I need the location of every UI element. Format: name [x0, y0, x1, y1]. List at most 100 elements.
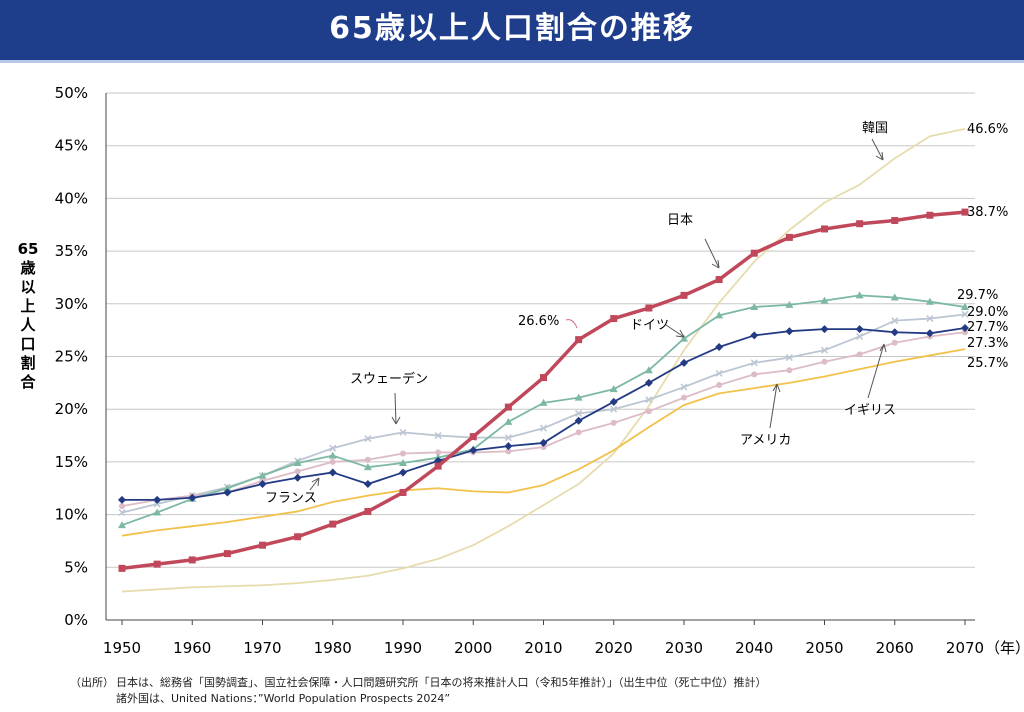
data-point — [118, 508, 126, 517]
germany-label: ドイツ — [630, 318, 669, 333]
series-フランス — [118, 324, 969, 504]
france-label: フランス — [265, 491, 317, 506]
data-point — [926, 211, 934, 219]
page-title: 65歳以上人口割合の推移 — [329, 11, 695, 46]
data-point — [294, 468, 301, 475]
data-point — [855, 325, 864, 334]
data-point — [539, 424, 548, 432]
data-point — [715, 276, 723, 284]
data-point — [153, 508, 162, 516]
data-point — [504, 403, 512, 411]
x-tick-label: 1980 — [314, 639, 352, 657]
data-point — [223, 488, 232, 497]
data-point — [610, 315, 618, 323]
y-axis-label: 65歳以上人口割合 — [17, 240, 39, 391]
end-value-us: 25.7% — [967, 356, 1008, 371]
data-point — [118, 495, 126, 504]
data-point — [856, 332, 864, 341]
x-tick-label: 2050 — [805, 639, 843, 657]
y-tick-label: 30% — [55, 295, 88, 313]
data-point — [505, 448, 512, 455]
data-point — [645, 408, 652, 415]
data-point — [399, 428, 407, 436]
data-point — [680, 358, 688, 367]
x-tick-label: 2040 — [735, 639, 773, 657]
end-value-korea: 46.6% — [967, 122, 1008, 137]
data-point — [821, 358, 828, 365]
data-point — [364, 507, 372, 515]
japan-arrowhead — [711, 259, 720, 269]
data-point — [399, 468, 407, 477]
data-point — [891, 317, 899, 325]
data-point — [363, 463, 372, 471]
x-tick-label: 2000 — [454, 639, 492, 657]
title-banner-stripe — [0, 60, 1024, 63]
data-point — [961, 302, 969, 310]
data-point — [891, 217, 899, 225]
data-point — [364, 456, 371, 463]
source-label: （出所） — [70, 676, 114, 689]
data-point — [118, 521, 126, 529]
data-point — [574, 393, 583, 401]
data-point — [540, 374, 547, 382]
series-line — [122, 327, 966, 501]
data-point — [856, 220, 864, 228]
korea-label: 韓国 — [862, 121, 888, 136]
japan-label: 日本 — [667, 213, 693, 228]
data-point — [750, 302, 759, 310]
data-point — [329, 520, 337, 528]
series-アメリカ — [121, 348, 966, 537]
y-tick-label: 40% — [55, 189, 88, 207]
data-point — [609, 397, 618, 406]
series-group — [118, 127, 969, 593]
data-point — [118, 564, 126, 572]
series-line — [121, 313, 966, 514]
y-tick-label: 5% — [64, 558, 88, 576]
data-point — [575, 429, 582, 436]
data-point — [644, 366, 653, 374]
title-banner — [0, 0, 1024, 62]
data-point — [750, 331, 759, 340]
korea-arrow — [871, 138, 884, 161]
data-point — [223, 484, 232, 492]
data-point — [258, 471, 267, 479]
data-point — [364, 435, 372, 443]
data-point — [680, 334, 688, 342]
germany-arrow — [665, 324, 685, 338]
data-point — [575, 409, 583, 417]
data-point — [119, 503, 125, 510]
data-point — [575, 336, 583, 344]
data-point — [469, 446, 478, 455]
data-point — [891, 339, 898, 346]
data-point — [153, 560, 161, 568]
data-point — [961, 324, 969, 333]
data-point — [681, 394, 687, 401]
data-point — [751, 371, 758, 378]
data-point — [540, 444, 547, 451]
korea-arrowhead — [875, 151, 884, 161]
data-point — [153, 495, 162, 504]
data-point — [715, 311, 724, 319]
y-tick-label: 35% — [55, 242, 88, 260]
end-value-japan: 38.7% — [967, 205, 1008, 220]
sweden-arrowhead — [391, 416, 401, 425]
data-point — [785, 354, 793, 362]
data-point — [961, 310, 969, 318]
data-point — [645, 396, 653, 404]
data-point — [363, 480, 372, 489]
end-value-france: 27.7% — [967, 320, 1008, 335]
japan-2015-leader — [565, 319, 578, 329]
data-point — [785, 300, 794, 308]
y-tick-label: 15% — [55, 453, 88, 471]
source-line-1: 日本は、総務省「国勢調査」、国立社会保障・人口問題研究所「日本の将来推計人口（令… — [116, 676, 767, 689]
data-point — [855, 291, 864, 299]
japan-2015-value: 26.6% — [518, 314, 559, 329]
x-tick-label: 2010 — [524, 639, 562, 657]
x-tick-label: 1970 — [243, 639, 281, 657]
data-point — [610, 419, 617, 426]
data-point — [329, 458, 336, 465]
x-tick-label: 2020 — [595, 639, 633, 657]
source-note: （出所） 日本は、総務省「国勢調査」、国立社会保障・人口問題研究所「日本の将来推… — [70, 675, 767, 707]
x-tick-label: 2030 — [665, 639, 703, 657]
data-point — [890, 293, 899, 301]
